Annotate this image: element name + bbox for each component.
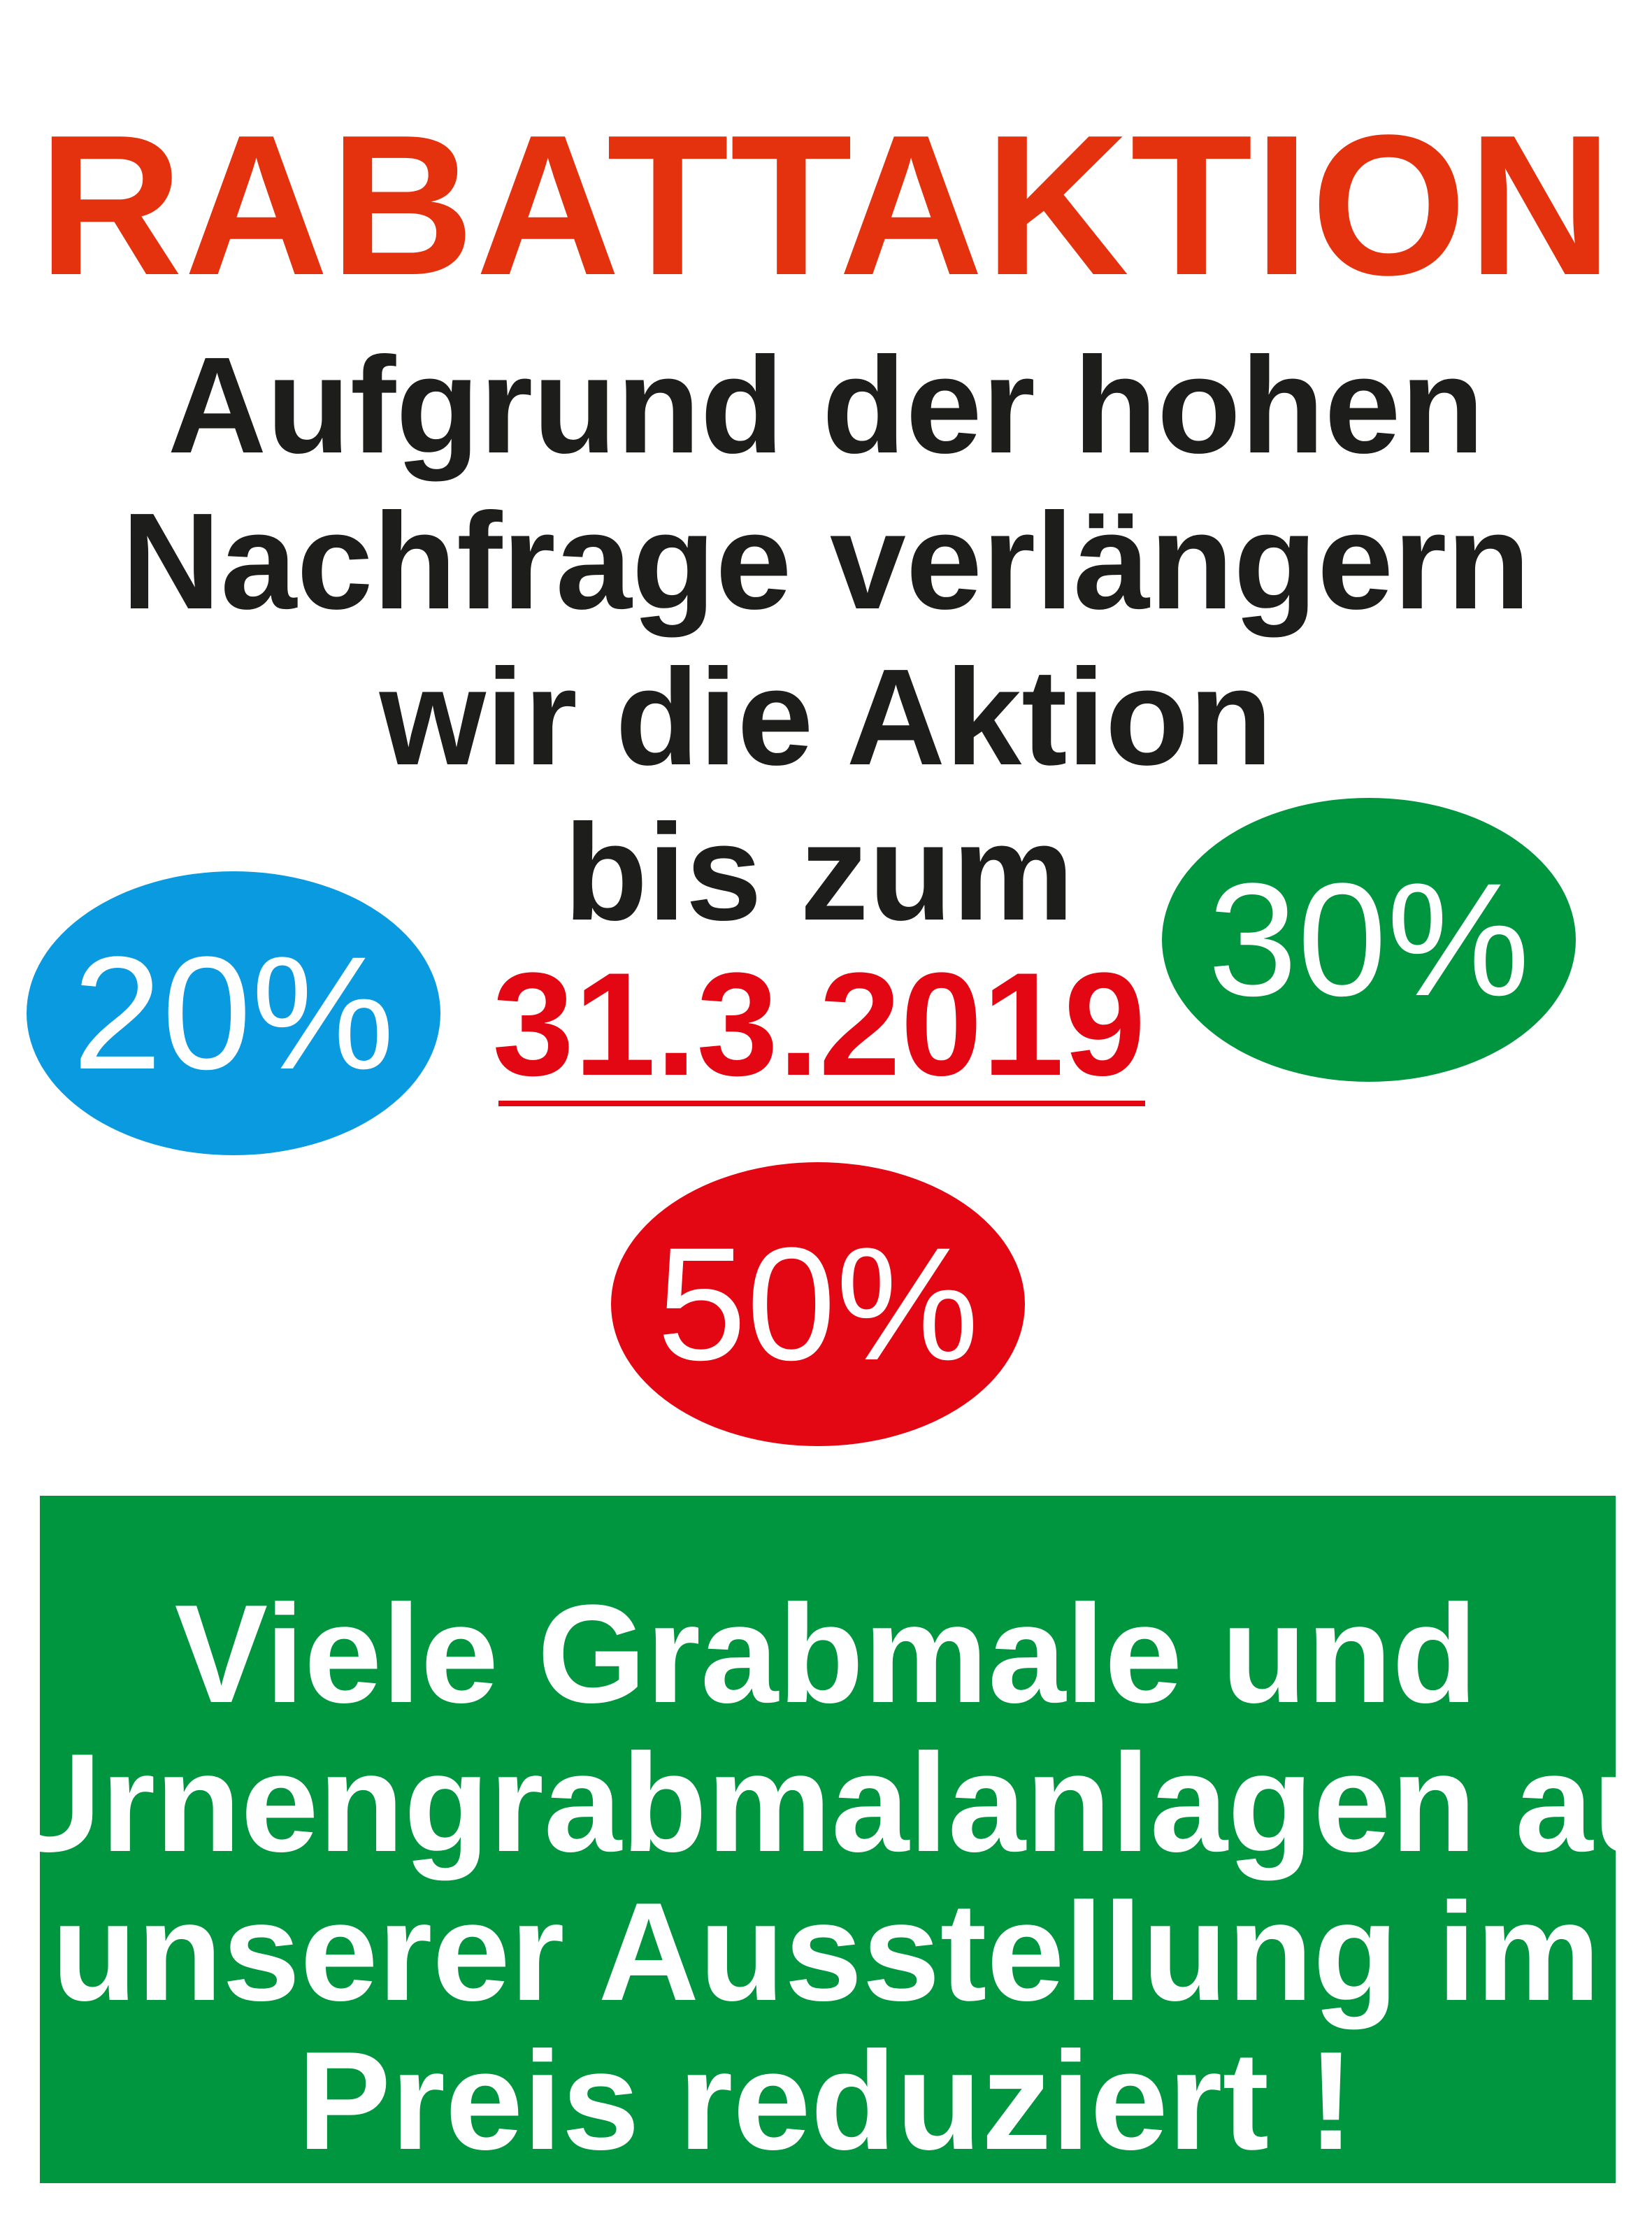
date-underline [498, 1101, 1145, 1106]
discount-badge-20: 20% [27, 871, 440, 1155]
discount-label: 20% [72, 923, 395, 1103]
discount-badge-50: 50% [611, 1162, 1025, 1446]
footer-line-4: Preis reduziert ! [297, 2023, 1355, 2179]
discount-badge-30: 30% [1162, 798, 1576, 1082]
footer-box [40, 1496, 1616, 2183]
message-line-4: bis zum [563, 796, 1075, 949]
footer-line-1: Viele Grabmale und [174, 1576, 1478, 1732]
footer-line-3: unserer Ausstellung im [51, 1874, 1601, 2030]
message-line-3: wir die Aktion [379, 641, 1273, 794]
footer-line-2: Urnengrabmalanlagen aus [0, 1725, 1652, 1881]
end-date: 31.3.2019 [492, 942, 1146, 1106]
discount-label: 50% [656, 1214, 979, 1394]
message-line-1: Aufgrund der hohen [167, 329, 1485, 482]
message-line-2: Nachfrage verlängern [121, 485, 1531, 638]
title: RABATTAKTION [38, 93, 1614, 317]
discount-label: 30% [1207, 850, 1530, 1029]
